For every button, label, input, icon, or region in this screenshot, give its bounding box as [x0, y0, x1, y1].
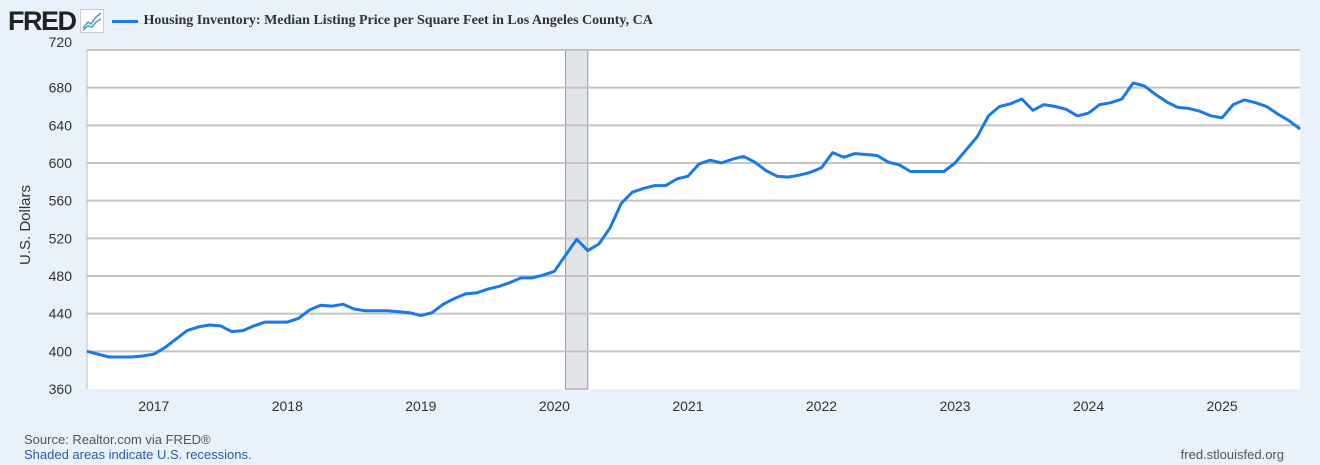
y-tick-label: 520 — [49, 230, 73, 246]
y-tick-label: 680 — [49, 80, 73, 96]
x-tick-label: 2022 — [806, 398, 837, 414]
site-url[interactable]: fred.stlouisfed.org — [1180, 447, 1284, 462]
y-tick-label: 360 — [49, 381, 73, 397]
recession-shade — [565, 49, 589, 390]
x-tick-label: 2023 — [939, 398, 970, 414]
series-line — [86, 81, 1301, 359]
y-tick-label: 400 — [49, 343, 73, 359]
legend-line-swatch — [111, 19, 138, 23]
x-tick-label: 2024 — [1073, 398, 1104, 414]
series-title[interactable]: Housing Inventory: Median Listing Price … — [143, 13, 653, 28]
chart-icon — [79, 9, 104, 33]
y-tick-label: 440 — [49, 306, 73, 322]
y-tick-label: 640 — [49, 117, 73, 133]
x-tick-label: 2019 — [405, 398, 436, 414]
chart-header: FRED Housing Inventory: Median Listing P… — [8, 6, 653, 36]
y-tick-label: 560 — [49, 193, 73, 209]
source-note: Source: Realtor.com via FRED® — [24, 432, 211, 447]
x-tick-label: 2020 — [539, 398, 570, 414]
y-tick-label: 480 — [49, 268, 73, 284]
x-tick-label: 2021 — [672, 398, 703, 414]
x-tick-label: 2018 — [272, 398, 303, 414]
x-tick-label: 2017 — [138, 398, 169, 414]
y-tick-label: 600 — [49, 155, 73, 171]
y-axis-label: U.S. Dollars — [17, 185, 34, 265]
fred-logo[interactable]: FRED — [8, 5, 77, 36]
y-tick-label: 720 — [49, 34, 73, 50]
recession-note[interactable]: Shaded areas indicate U.S. recessions. — [24, 447, 252, 462]
x-tick-label: 2025 — [1207, 398, 1238, 414]
